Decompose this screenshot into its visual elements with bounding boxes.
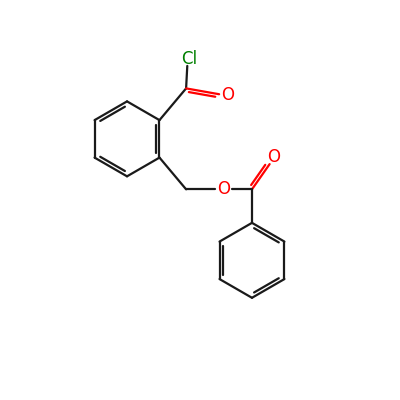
- Text: O: O: [221, 86, 234, 104]
- Text: Cl: Cl: [181, 50, 197, 68]
- Text: O: O: [267, 148, 280, 166]
- Text: O: O: [217, 180, 230, 198]
